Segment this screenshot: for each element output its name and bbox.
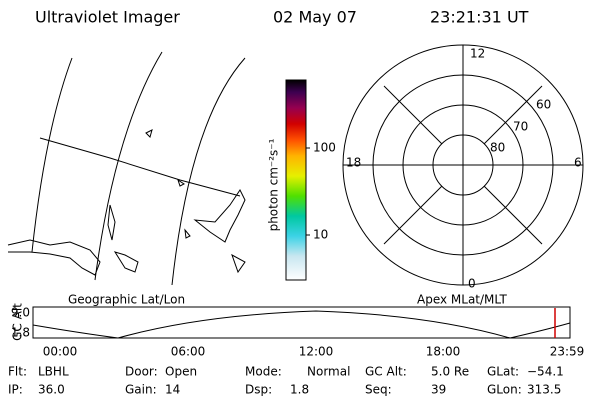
- status-label: Gain:: [125, 383, 157, 397]
- time: 23:21:31 UT: [430, 8, 529, 27]
- status-value: 1.8: [290, 383, 309, 397]
- status-label: Mode:: [245, 365, 282, 379]
- status-label: GC Alt:: [365, 365, 407, 379]
- x-tick-label: 12:00: [299, 345, 334, 359]
- mlt-label: 6: [574, 156, 582, 170]
- x-tick-label: 23:59: [550, 345, 585, 359]
- status-label: Dsp:: [245, 383, 272, 397]
- map-label: Geographic Lat/Lon: [68, 293, 185, 307]
- colorbar-tick-label: 100: [313, 141, 336, 155]
- colorbar-tick-label: 10: [313, 228, 328, 242]
- status-value: 36.0: [38, 383, 65, 397]
- status-label: Door:: [125, 365, 158, 379]
- status-value: 5.0 Re: [431, 365, 469, 379]
- status-value: LBHL: [38, 365, 69, 379]
- colorbar: [285, 79, 307, 281]
- status-value: 14: [165, 383, 180, 397]
- status-label: Flt:: [8, 365, 27, 379]
- y-tick-label: 1.8: [11, 326, 30, 340]
- altitude-axis-label: GC Alt: [11, 303, 25, 341]
- mlt-label: 0: [468, 277, 476, 291]
- x-tick-label: 00:00: [43, 345, 78, 359]
- x-tick-label: 18:00: [426, 345, 461, 359]
- status-value: −54.1: [527, 365, 564, 379]
- mlat-label: 70: [513, 120, 528, 134]
- polar-label: Apex MLat/MLT: [417, 293, 507, 307]
- mlat-label: 80: [490, 141, 505, 155]
- status-label: Seq:: [365, 383, 392, 397]
- date: 02 May 07: [273, 8, 357, 27]
- altitude-panel: [32, 306, 571, 339]
- x-tick-label: 06:00: [171, 345, 206, 359]
- title: Ultraviolet Imager: [35, 8, 180, 27]
- status-label: GLon:: [487, 383, 522, 397]
- y-tick-label: 9.0: [11, 306, 30, 320]
- status-value: Normal: [307, 365, 350, 379]
- mlt-label: 18: [346, 156, 361, 170]
- status-value: Open: [165, 365, 197, 379]
- colorbar-label: photon cm⁻²s⁻¹: [267, 138, 281, 231]
- status-value: 313.5: [527, 383, 561, 397]
- altitude-curve: [32, 310, 571, 339]
- mlat-label: 60: [536, 98, 551, 112]
- polar-grid: [342, 44, 584, 286]
- status-block: Flt: LBHL IP: 36.0 Door: Open Gain: 14 Mode: Norm…: [8, 365, 564, 397]
- status-value: 39: [431, 383, 446, 397]
- status-label: GLat:: [487, 365, 519, 379]
- map: [7, 51, 246, 286]
- status-label: IP:: [8, 383, 23, 397]
- mlt-label: 12: [470, 47, 485, 61]
